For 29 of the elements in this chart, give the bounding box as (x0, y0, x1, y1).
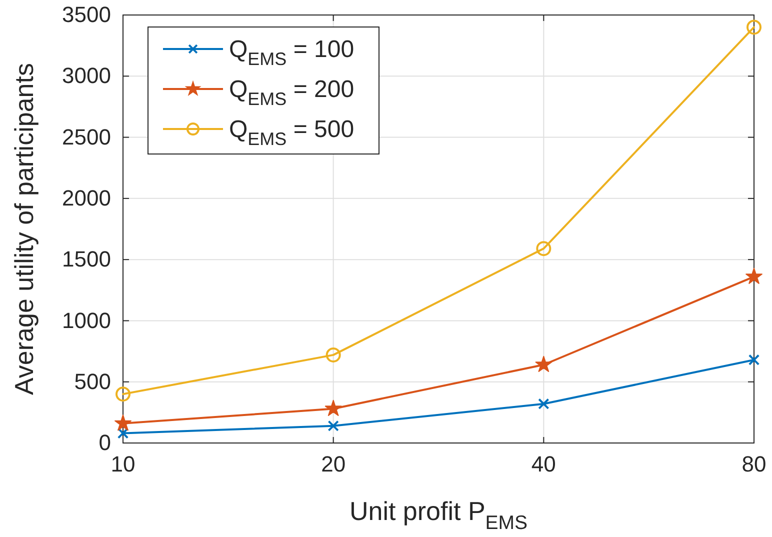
y-tick-label: 1500 (62, 246, 111, 272)
point (117, 428, 129, 439)
point (748, 354, 760, 366)
point (326, 347, 341, 362)
y-tick-label: 3000 (62, 63, 111, 88)
point (535, 356, 552, 372)
y-axis-title: Average utility of participants (9, 63, 39, 395)
point (538, 398, 550, 410)
y-tick-label: 2000 (62, 185, 111, 210)
point (116, 386, 130, 402)
y-tick-label: 3500 (62, 2, 111, 28)
x-tick-label: 10 (110, 452, 136, 477)
y-tick-label: 500 (74, 368, 111, 394)
y-tick-label: 1000 (62, 308, 111, 333)
point (746, 268, 762, 284)
x-tick-label: 80 (742, 452, 766, 477)
x-axis-title: Unit profit P$_{EMS}$ (349, 496, 528, 534)
legend-label: Q$_{EMS}$ = 100 (229, 36, 354, 70)
y-tick-label: 0 (98, 430, 111, 456)
point (324, 400, 342, 416)
x-tick-label: 20 (321, 452, 346, 477)
x-tick-label: 40 (531, 452, 556, 477)
y-tick-label: 2500 (62, 124, 111, 150)
legend-label: Q$_{EMS}$ = 200 (229, 76, 354, 110)
legend-label: Q$_{EMS}$ = 500 (229, 116, 354, 150)
point (746, 20, 762, 35)
point (328, 420, 339, 432)
point (536, 241, 552, 256)
point (114, 414, 132, 431)
